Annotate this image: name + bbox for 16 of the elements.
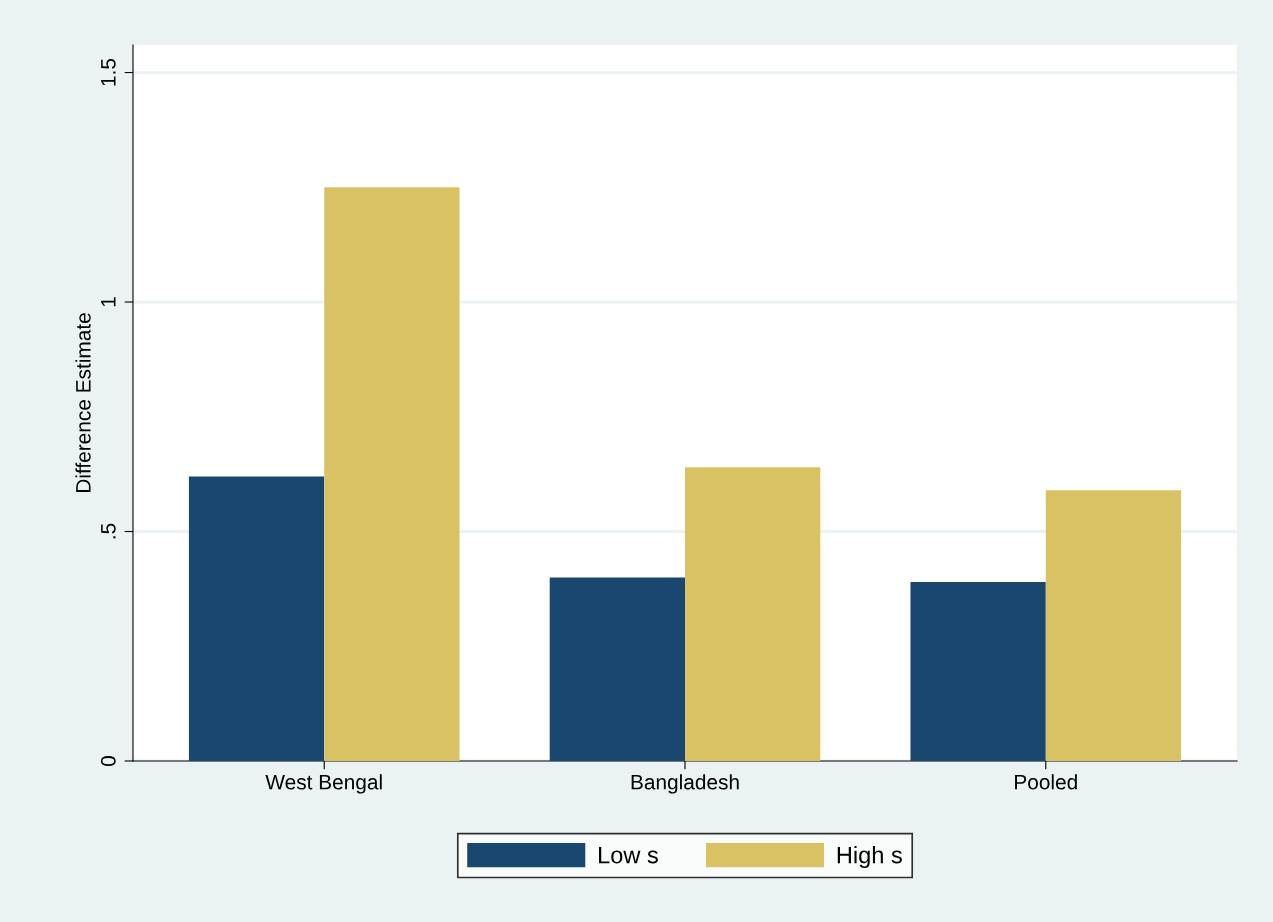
x-tick-label: Pooled (1015, 774, 1077, 790)
y-tick-label: 1.5 (101, 58, 116, 86)
legend-label: High s (837, 846, 902, 869)
bar (910, 582, 1046, 761)
bar (188, 476, 325, 761)
y-axis-title: Difference Estimate (75, 313, 91, 492)
bar (1045, 490, 1182, 761)
x-tick-label: Bangladesh (631, 774, 739, 794)
y-tick-label: .5 (101, 523, 116, 539)
y-tick-label: 1 (101, 297, 116, 307)
y-tick-label: 0 (100, 756, 116, 766)
bar (549, 577, 685, 761)
bar (685, 467, 821, 761)
legend-label: Low s (599, 846, 658, 864)
x-tick-label: West Bengal (265, 774, 382, 794)
bar (324, 187, 460, 761)
